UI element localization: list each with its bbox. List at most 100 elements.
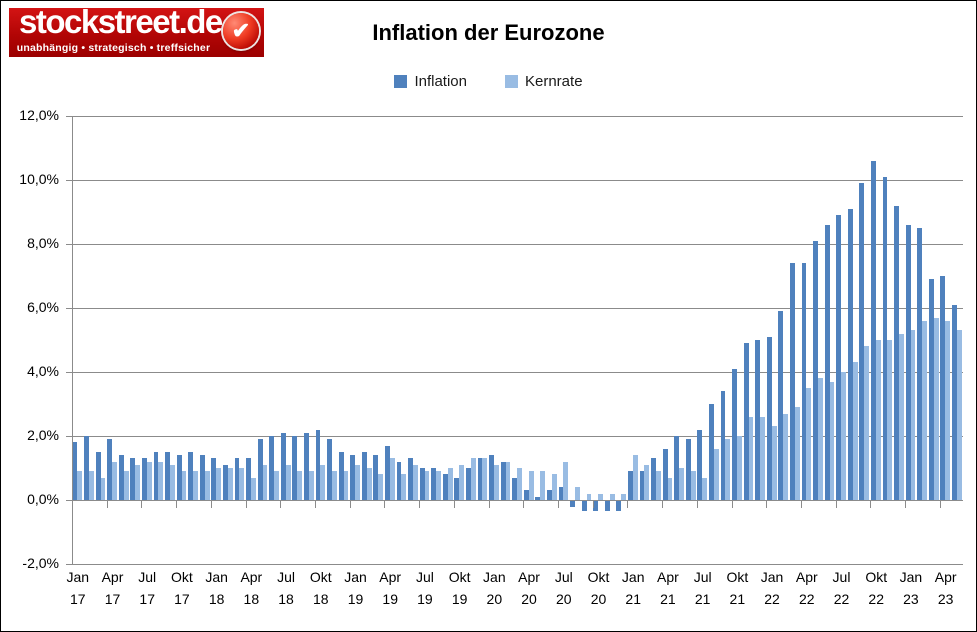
gridline (72, 116, 963, 117)
y-axis-tick (66, 436, 72, 437)
y-axis-label: 4,0% (27, 363, 59, 379)
inflation-bar (199, 455, 205, 500)
kernrate-bar (204, 471, 210, 500)
inflation-bar (801, 263, 807, 500)
kernrate-bar (170, 464, 175, 500)
gridline (72, 436, 963, 437)
x-axis-tick (141, 501, 143, 508)
inflation-bar (697, 429, 703, 500)
x-axis-label: Jan 21 (611, 569, 655, 608)
kernrate-bar (77, 471, 83, 500)
x-label-month: Apr (934, 569, 957, 585)
legend-swatch-icon (505, 75, 518, 88)
x-label-year: 23 (903, 591, 919, 607)
inflation-bar (871, 160, 876, 500)
kernrate-bar (910, 330, 916, 500)
kernrate-bar (401, 474, 407, 500)
stockstreet-logo: stockstreet.de ✔ unabhängig • strategisc… (9, 3, 264, 57)
inflation-bar (130, 458, 136, 500)
y-axis-tick (66, 308, 72, 309)
legend-label: Inflation (414, 73, 467, 90)
x-axis-label: Apr 18 (229, 569, 273, 608)
x-label-month: Jan (344, 569, 367, 585)
x-axis-tick (801, 501, 802, 508)
inflation-bar (431, 468, 437, 500)
x-label-year: 19 (347, 591, 364, 607)
x-axis-label: Apr 20 (507, 569, 551, 608)
kernrate-bar (945, 320, 951, 500)
kernrate-bar (227, 468, 233, 500)
y-axis-label: 2,0% (27, 427, 59, 443)
y-axis-tick (66, 564, 72, 565)
x-axis-label: Okt 21 (715, 569, 759, 608)
y-axis-label: 12,0% (19, 107, 59, 123)
x-axis-label: Apr 21 (646, 569, 690, 608)
inflation-bar (419, 468, 425, 500)
x-label-month: Okt (865, 569, 888, 585)
x-axis-tick (315, 501, 316, 508)
x-axis-tick (592, 501, 594, 508)
x-label-month: Jul (832, 569, 851, 585)
inflation-bar (176, 455, 182, 500)
inflation-bar (581, 501, 587, 511)
inflation-bar (755, 340, 761, 500)
kernrate-bar (933, 317, 939, 500)
x-label-year: 17 (139, 591, 155, 607)
inflation-bar (84, 436, 89, 500)
kernrate-bar (540, 471, 546, 500)
x-label-year: 20 (555, 591, 572, 607)
kernrate-bar (100, 477, 106, 500)
kernrate-bar (413, 464, 418, 500)
kernrate-bar (320, 464, 326, 500)
legend-swatch-icon (394, 75, 408, 88)
inflation-bar (327, 439, 332, 500)
x-label-year: 22 (798, 591, 815, 607)
gridline (72, 372, 963, 373)
inflation-bar (95, 452, 101, 500)
kernrate-bar (656, 471, 661, 500)
kernrate-bar (517, 468, 522, 500)
inflation-bar (662, 448, 668, 500)
kernrate-bar (274, 471, 279, 500)
inflation-bar (396, 461, 402, 500)
kernrate-bar (436, 471, 441, 500)
kernrate-bar (829, 381, 835, 500)
inflation-bar (489, 455, 494, 500)
kernrate-bar (609, 493, 615, 500)
kernrate-bar (771, 426, 777, 500)
inflation-bar (709, 404, 714, 500)
x-label-year: 22 (833, 591, 850, 607)
chart-title: Inflation der Eurozone (372, 20, 605, 45)
legend-label: Kernrate (525, 73, 583, 90)
inflation-bar (373, 455, 379, 500)
kernrate-bar (216, 468, 222, 500)
inflation-bar (350, 455, 356, 500)
kernrate-bar (297, 471, 303, 500)
inflation-bar (882, 176, 888, 500)
x-label-month: Okt (448, 569, 471, 585)
x-axis-label: Jul 20 (542, 569, 586, 608)
x-axis-label: Jul 18 (264, 569, 308, 608)
inflation-bar (466, 468, 471, 500)
kernrate-bar (621, 493, 627, 500)
y-axis-label: 10,0% (19, 171, 59, 187)
kernrate-bar (852, 362, 858, 500)
x-axis-tick (558, 501, 559, 508)
inflation-bar (315, 429, 321, 500)
kernrate-bar (494, 464, 499, 500)
x-axis-tick (766, 501, 768, 508)
x-label-year: 17 (104, 591, 121, 607)
inflation-bar (512, 477, 518, 500)
inflation-bar (246, 458, 251, 500)
x-axis-label: Apr 19 (368, 569, 412, 608)
legend-item-inflation: Inflation (394, 73, 467, 90)
x-axis-tick (662, 501, 664, 508)
kernrate-bar (285, 464, 291, 500)
x-label-year: 19 (451, 591, 468, 607)
x-label-month: Okt (309, 569, 332, 585)
x-label-year: 18 (208, 591, 225, 607)
x-axis-tick (176, 501, 178, 508)
kernrate-bar (794, 407, 800, 500)
x-axis-label: Jul 22 (820, 569, 864, 608)
inflation-bar (500, 461, 506, 500)
